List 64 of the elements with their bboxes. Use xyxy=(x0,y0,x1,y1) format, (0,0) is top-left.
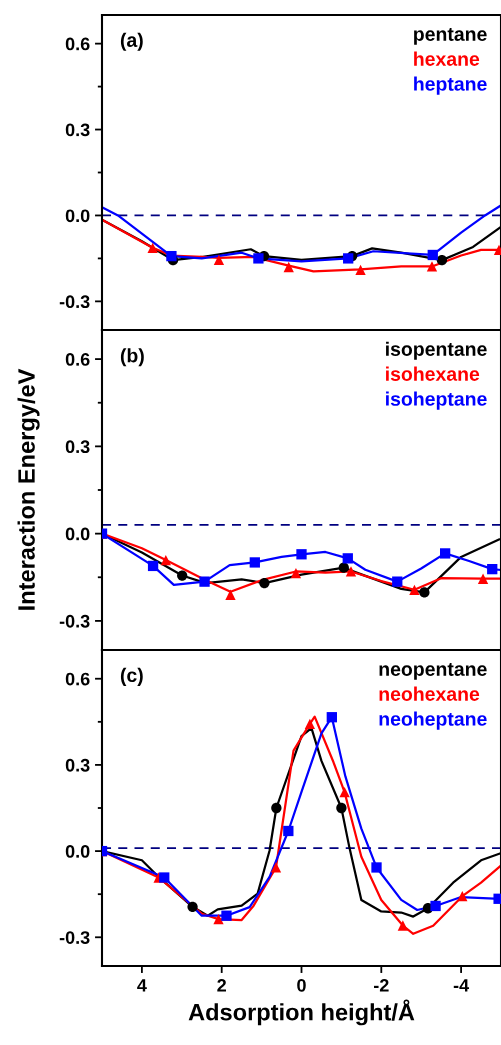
y-tick-label: -0.3 xyxy=(59,931,90,945)
text: isopentane xyxy=(386,341,487,360)
annotation: (b) xyxy=(120,348,144,367)
annotation: (c) xyxy=(120,667,143,686)
y-tick-label: 0.0 xyxy=(65,527,90,541)
point xyxy=(487,563,498,575)
point xyxy=(371,862,382,873)
y-tick-label: 0.0 xyxy=(65,209,90,223)
point xyxy=(304,718,316,729)
x-tick-label: 0 xyxy=(297,978,306,992)
text: neopentane xyxy=(379,663,487,680)
text: heptane xyxy=(414,76,487,95)
text: hexane xyxy=(414,51,480,66)
point xyxy=(249,557,260,568)
point xyxy=(213,914,224,925)
point xyxy=(177,570,188,581)
point xyxy=(342,553,353,564)
point xyxy=(397,920,408,931)
point xyxy=(336,802,347,814)
point xyxy=(419,587,430,598)
text: isoheptane xyxy=(386,391,487,410)
text: neoheptane xyxy=(379,711,487,730)
text: isohexane xyxy=(386,366,480,381)
point xyxy=(199,576,210,587)
point xyxy=(409,584,420,595)
y-tick-label: -0.3 xyxy=(59,295,90,309)
x-tick-label: 2 xyxy=(217,978,226,992)
point xyxy=(296,549,307,560)
point xyxy=(270,862,282,873)
point xyxy=(392,576,403,587)
point xyxy=(147,560,159,572)
y-axis-title: Interaction Energy/eV xyxy=(17,368,40,610)
point xyxy=(338,562,349,573)
text: neohexane xyxy=(379,686,480,701)
x-tick-label: -4 xyxy=(453,979,470,992)
point xyxy=(187,901,198,912)
point xyxy=(430,900,441,912)
point xyxy=(221,910,232,921)
point xyxy=(339,787,350,798)
point xyxy=(259,577,270,589)
point xyxy=(457,891,468,902)
point xyxy=(326,712,337,723)
point xyxy=(477,573,489,584)
point xyxy=(271,802,282,814)
y-tick-label: 0.3 xyxy=(65,440,90,454)
point xyxy=(290,568,302,579)
y-tick-label: 0.6 xyxy=(65,672,90,686)
y-tick-label: 0.3 xyxy=(65,758,90,772)
point xyxy=(345,566,357,577)
x-tick-label: 4 xyxy=(137,979,147,992)
point xyxy=(439,548,451,559)
x-axis-title: Adsorption height/Å xyxy=(188,999,415,1026)
y-tick-label: -0.3 xyxy=(59,614,90,628)
point xyxy=(160,554,171,566)
y-tick-label: 0.0 xyxy=(65,845,90,858)
y-tick-label: 0.3 xyxy=(65,123,90,137)
point xyxy=(283,825,294,837)
annotation: (a) xyxy=(120,32,143,51)
y-tick-label: 0.6 xyxy=(65,353,90,366)
point xyxy=(225,589,236,600)
text: pentane xyxy=(414,28,487,45)
point xyxy=(159,872,170,883)
y-tick-label: 0.6 xyxy=(65,37,90,51)
x-tick-label: -2 xyxy=(373,978,389,992)
